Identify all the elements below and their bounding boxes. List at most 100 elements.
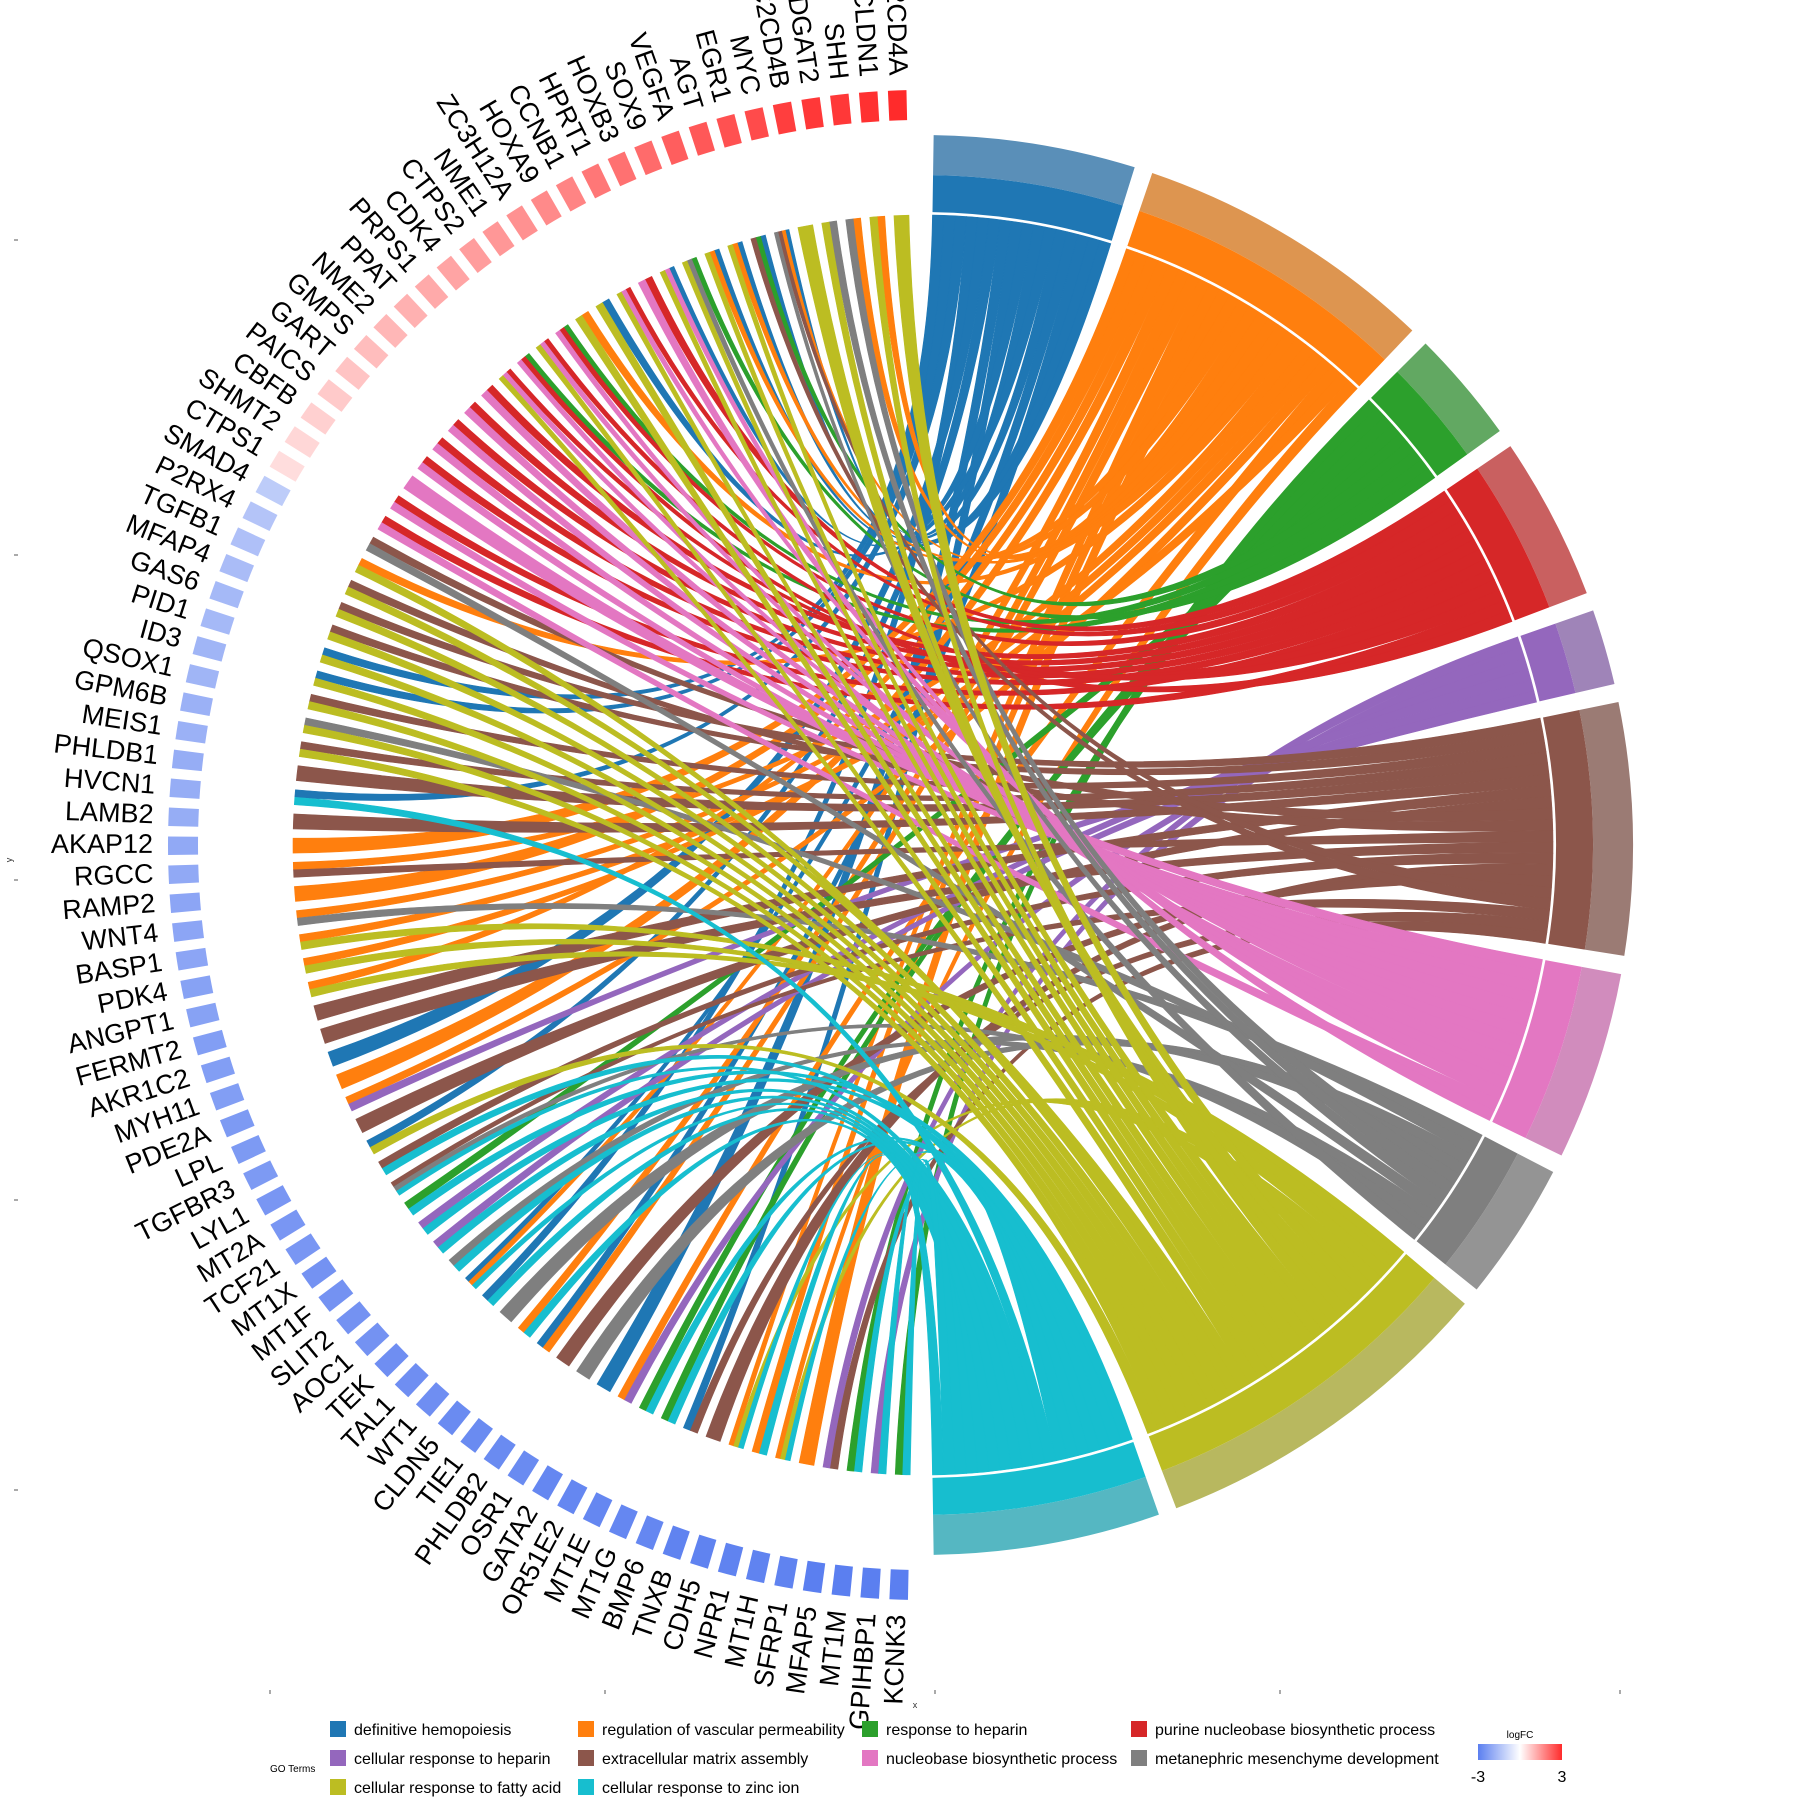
legend-swatch-regulation-of-vascular-permeability (578, 1721, 594, 1737)
gene-tick-MT1H (745, 1549, 771, 1584)
ribbon-cellular-response-to-fatty-acid-MEIS1 (298, 748, 1170, 1430)
gene-tick-RAMP2 (169, 892, 201, 913)
term-arc-outer-cellular-response-to-fatty-acid (1161, 1277, 1465, 1509)
ribbon-extracellular-matrix-assembly-AKR1C2 (320, 841, 1554, 1044)
legend-label-regulation-of-vascular-permeability: regulation of vascular permeability (602, 1722, 845, 1739)
gene-tick-PDE2A (219, 1109, 255, 1138)
gene-tick-HOXA9 (530, 190, 562, 226)
ribbon-cellular-response-to-fatty-acid-QSOX1 (307, 701, 1190, 1421)
gene-tick-TGFB1 (230, 527, 266, 557)
term-arc-outer-response-to-heparin (1397, 343, 1500, 455)
gene-tick-MT1X (301, 1256, 337, 1289)
term-arc-regulation-of-vascular-permeability (1127, 210, 1385, 387)
gene-label-RAMP2: RAMP2 (61, 888, 156, 925)
legend-swatch-metanephric-mesenchyme-development (1131, 1750, 1147, 1766)
ribbon-regulation-of-vascular-permeability-AKAP12 (292, 248, 1138, 854)
ribbon-cellular-response-to-fatty-acid-MFAP4 (335, 608, 1231, 1402)
gene-tick-TAL1 (394, 1363, 429, 1398)
y-axis-label: y (4, 857, 14, 862)
gene-tick-CLDN1 (858, 91, 880, 123)
gene-tick-CDH5 (690, 1534, 717, 1569)
term-arc-extracellular-matrix-assembly (1543, 710, 1593, 950)
gene-tick-CTPS1 (269, 450, 305, 482)
ribbon-cellular-response-to-zinc-ion-KCNK3 (902, 1159, 956, 1476)
gene-tick-PHLDB1 (171, 749, 204, 772)
ribbon-cellular-response-to-fatty-acid-CCNB1 (616, 291, 1297, 1360)
gene-tick-NME1 (482, 221, 515, 257)
gene-tick-TCF21 (285, 1233, 321, 1265)
gene-tick-SMAD4 (255, 475, 291, 507)
gene-label-CLDN1: CLDN1 (848, 0, 884, 78)
logfc-title: logFC (1507, 1730, 1534, 1741)
legend-label-cellular-response-to-heparin: cellular response to heparin (354, 1751, 551, 1768)
gene-tick-C2CD4A (887, 90, 908, 121)
gene-tick-MEIS1 (175, 720, 208, 744)
gene-tick-MT1G (609, 1504, 638, 1540)
gene-tick-LPL (231, 1135, 266, 1164)
gene-tick-HVCN1 (169, 778, 201, 799)
logfc-min-label: -3 (1471, 1769, 1485, 1786)
gene-tick-MYH11 (209, 1083, 245, 1111)
legend-swatch-extracellular-matrix-assembly (578, 1750, 594, 1766)
gene-tick-HOXB3 (607, 151, 637, 187)
axis-layer: x y (4, 239, 1621, 1710)
legend-label-definitive-hemopoiesis: definitive hemopoiesis (354, 1722, 511, 1739)
gene-tick-NPR1 (717, 1542, 744, 1577)
gene-tick-SHMT2 (284, 426, 320, 458)
gene-tick-RGCC (168, 864, 199, 885)
term-arc-nucleobase-biosynthetic-process (1492, 960, 1582, 1139)
term-arc-outer-regulation-of-vascular-permeability (1139, 173, 1413, 360)
term-arc-layer (932, 135, 1633, 1555)
term-arc-response-to-heparin (1371, 371, 1468, 476)
gene-tick-MT1M (831, 1564, 853, 1597)
gene-tick-GAS6 (209, 580, 244, 609)
term-arc-metanephric-mesenchyme-development (1416, 1136, 1518, 1265)
gene-tick-GMPS (353, 334, 389, 369)
gene-tick-PPAT (393, 293, 428, 328)
term-arc-definitive-hemopoiesis (932, 175, 1123, 241)
gene-label-KCNK3: KCNK3 (878, 1614, 911, 1705)
legend-swatch-cellular-response-to-zinc-ion (578, 1779, 594, 1795)
legend-label-response-to-heparin: response to heparin (886, 1722, 1027, 1739)
gene-tick-GATA2 (532, 1465, 563, 1501)
ribbon-regulation-of-vascular-permeability-RAMP2 (294, 252, 1149, 902)
ribbon-cellular-response-to-fatty-acid-PRPS1 (498, 375, 1260, 1385)
ribbon-cellular-response-to-fatty-acid-SOX9 (681, 260, 1315, 1347)
gene-tick-TGFBR3 (243, 1160, 279, 1191)
gene-tick-C2CD4B (772, 101, 797, 135)
gene-tick-SHH (830, 93, 852, 126)
legend-swatch-nucleobase-biosynthetic-process (862, 1750, 878, 1766)
ribbon-nucleobase-biosynthetic-process-CBFB (403, 475, 1543, 972)
gene-label-C2CD4A: C2CD4A (880, 0, 914, 76)
gene-tick-PHLDB2 (483, 1434, 516, 1470)
gene-tick-SLIT2 (336, 1301, 371, 1335)
ribbon-metanephric-mesenchyme-development-SHH (845, 218, 1461, 1185)
gene-tick-PDK4 (180, 975, 214, 1000)
legend-swatch-cellular-response-to-fatty-acid (330, 1779, 346, 1795)
term-arc-cellular-response-to-zinc-ion (932, 1442, 1146, 1515)
ribbon-cellular-response-to-fatty-acid-AGT (727, 244, 1333, 1332)
gene-tick-CDK4 (436, 255, 470, 291)
gene-tick-BASP1 (175, 947, 209, 971)
logfc-max-label: 3 (1558, 1769, 1567, 1786)
gene-tick-P2RX4 (242, 501, 278, 531)
gene-tick-LYL1 (256, 1185, 292, 1216)
gene-tick-ID3 (192, 636, 227, 662)
legend-items: definitive hemopoiesis regulation of vasc… (330, 1721, 1439, 1797)
legend-label-extracellular-matrix-assembly: extracellular matrix assembly (602, 1751, 808, 1768)
gene-tick-PAICS (317, 379, 353, 412)
ribbon-extracellular-matrix-assembly-PHLDB1 (295, 762, 1550, 812)
gene-tick-AKR1C2 (200, 1056, 235, 1084)
gene-tick-ZC3H12A (506, 205, 538, 241)
gene-tick-TIE1 (460, 1417, 493, 1453)
gene-tick-MFAP5 (802, 1560, 826, 1594)
ribbon-metanephric-mesenchyme-development-MYC (773, 231, 1449, 1204)
gene-tick-FERMT2 (192, 1029, 227, 1056)
legend-label-purine-nucleobase-biosynthetic-process: purine nucleobase biosynthetic process (1155, 1722, 1435, 1739)
gene-tick-layer (167, 90, 909, 1600)
legend-label-cellular-response-to-fatty-acid: cellular response to fatty acid (354, 1780, 561, 1797)
gene-tick-AGT (688, 121, 715, 156)
ribbon-cellular-response-to-fatty-acid-ID3 (313, 677, 1201, 1417)
gene-label-SHH: SHH (818, 21, 854, 81)
